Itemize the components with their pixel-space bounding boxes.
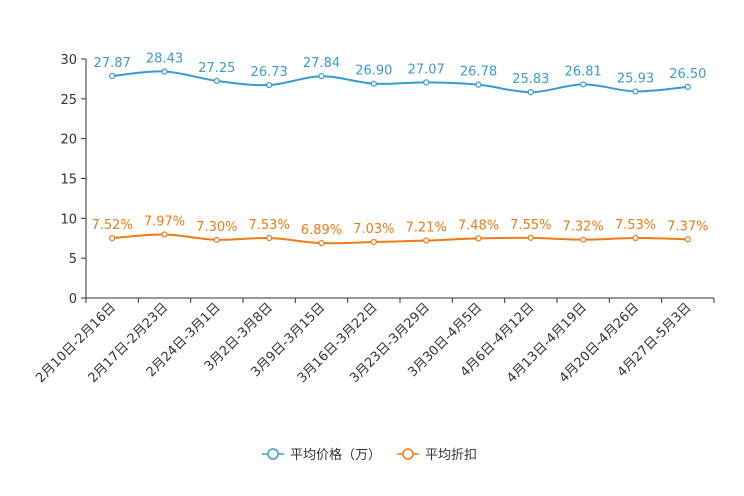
data-label: 7.52% xyxy=(92,218,133,233)
data-point xyxy=(580,81,587,88)
data-point xyxy=(423,237,430,244)
y-tick-label: 30 xyxy=(60,53,77,68)
data-point xyxy=(475,81,482,88)
plot-area: 27.87 28.43 27.25 26.73 27.84 26.90 27.07 26.78… xyxy=(92,52,708,247)
data-label: 27.87 xyxy=(94,56,131,71)
data-point xyxy=(161,231,168,238)
series-2: 7.52% 7.97% 7.30% 7.53% 6.89% 7.03% 7.21% 7.48%… xyxy=(92,215,708,247)
data-point xyxy=(109,72,116,80)
data-point xyxy=(213,77,220,85)
data-point xyxy=(475,235,482,242)
data-point xyxy=(318,73,325,80)
data-point xyxy=(266,234,273,242)
legend-label: 平均折扣 xyxy=(425,448,477,463)
data-label: 27.07 xyxy=(408,62,445,77)
data-point xyxy=(266,81,273,89)
data-label: 26.78 xyxy=(460,65,497,80)
legend: 平均价格（万） 平均折扣 xyxy=(262,447,477,463)
data-label: 7.53% xyxy=(615,218,656,233)
data-label: 7.30% xyxy=(196,220,237,235)
data-label: 7.48% xyxy=(458,218,499,233)
data-point xyxy=(632,88,639,95)
y-tick-label: 20 xyxy=(60,133,77,148)
data-point xyxy=(684,236,691,243)
data-label: 27.84 xyxy=(303,56,340,71)
y-tick-label: 15 xyxy=(60,173,77,188)
data-label: 7.55% xyxy=(510,218,551,233)
axes: 0510152025302月10日-2月16日2月17日-2月23日2月24日-… xyxy=(33,53,715,386)
legend-marker-icon xyxy=(402,448,414,460)
data-label: 7.97% xyxy=(144,215,185,230)
data-point xyxy=(527,89,534,96)
data-label: 26.90 xyxy=(355,64,392,79)
data-label: 26.73 xyxy=(251,65,288,80)
data-point xyxy=(161,68,168,75)
y-tick-label: 25 xyxy=(60,93,77,108)
legend-marker-icon xyxy=(267,448,279,460)
data-label: 7.21% xyxy=(406,221,447,236)
legend-label: 平均价格（万） xyxy=(290,447,381,463)
data-point xyxy=(370,238,377,246)
y-tick-label: 5 xyxy=(69,252,77,267)
data-label: 7.03% xyxy=(353,222,394,237)
data-point xyxy=(527,234,534,241)
data-label: 26.50 xyxy=(669,67,706,82)
data-label: 7.53% xyxy=(249,218,290,233)
data-label: 25.93 xyxy=(617,71,654,86)
data-point xyxy=(423,79,430,86)
legend-item-2[interactable]: 平均折扣 xyxy=(397,448,477,463)
data-point xyxy=(580,236,587,243)
data-label: 28.43 xyxy=(146,52,183,67)
y-tick-label: 0 xyxy=(69,292,77,307)
legend-item-1[interactable]: 平均价格（万） xyxy=(262,447,381,463)
data-label: 6.89% xyxy=(301,223,342,238)
y-tick-label: 10 xyxy=(60,212,77,227)
data-point xyxy=(109,234,116,242)
series-line xyxy=(112,70,688,94)
data-label: 26.81 xyxy=(565,64,602,79)
data-point xyxy=(370,80,377,87)
data-point xyxy=(684,83,691,90)
data-label: 7.32% xyxy=(563,220,604,235)
data-point xyxy=(318,240,325,247)
data-point xyxy=(632,234,639,242)
data-label: 27.25 xyxy=(198,61,235,76)
data-label: 7.37% xyxy=(667,219,708,234)
data-point xyxy=(213,236,220,243)
series-line xyxy=(112,233,688,245)
data-label: 25.83 xyxy=(512,72,549,87)
series-1: 27.87 28.43 27.25 26.73 27.84 26.90 27.07 26.78… xyxy=(94,52,706,96)
